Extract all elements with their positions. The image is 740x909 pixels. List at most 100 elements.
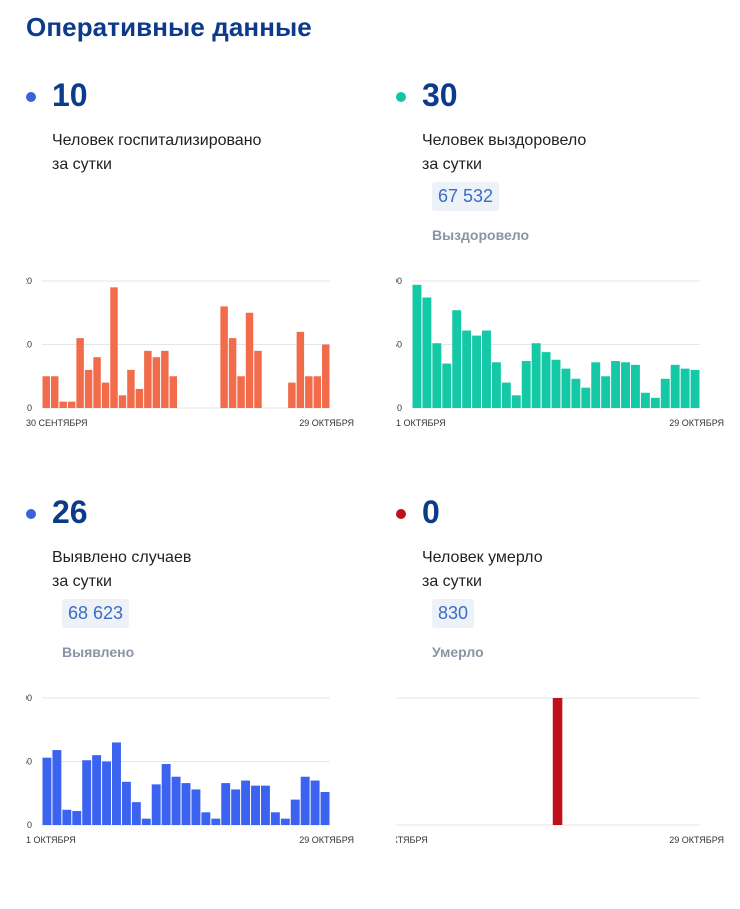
recovered-description: Человек выздоровело за сутки bbox=[422, 129, 586, 177]
bar bbox=[296, 331, 305, 408]
bar bbox=[245, 312, 254, 408]
bar bbox=[101, 382, 110, 408]
deaths-description: Человек умерло за сутки bbox=[422, 546, 543, 594]
bar bbox=[551, 359, 561, 408]
hospitalized-chart: 0 10 20 30 СЕНТЯБРЯ 29 ОКТЯБРЯ bbox=[26, 276, 354, 428]
bar bbox=[59, 401, 67, 408]
detected-card: 26 Выявлено случаев за сутки 68 623 Выяв… bbox=[26, 489, 366, 909]
deaths-card: 0 Человек умерло за сутки 830 Умерло 011… bbox=[396, 489, 736, 909]
bar bbox=[310, 780, 320, 825]
y-tick-label: 0 bbox=[27, 820, 32, 830]
bar bbox=[228, 338, 237, 408]
bar bbox=[541, 352, 551, 408]
bar bbox=[131, 802, 141, 825]
bar bbox=[591, 362, 601, 408]
bar bbox=[161, 350, 169, 408]
description-line-1: Выявлено случаев bbox=[52, 549, 192, 566]
description-line-1: Человек умерло bbox=[422, 549, 543, 566]
bar bbox=[472, 335, 482, 408]
y-tick-label: 50 bbox=[26, 757, 32, 767]
bar bbox=[581, 387, 591, 408]
bar bbox=[169, 376, 178, 408]
bar bbox=[76, 338, 84, 408]
status-dot-icon bbox=[396, 92, 406, 102]
description-line-1: Человек госпитализировано bbox=[52, 132, 262, 149]
recovered-total-label: Выздоровело bbox=[432, 227, 530, 243]
bar bbox=[211, 818, 221, 825]
bar bbox=[290, 799, 300, 825]
bar bbox=[601, 376, 611, 408]
hospitalized-card: 10 Человек госпитализировано за сутки 0 1… bbox=[26, 72, 366, 492]
y-tick-label: 0 bbox=[27, 403, 32, 413]
bar bbox=[50, 376, 59, 408]
bar bbox=[42, 376, 50, 408]
bar bbox=[561, 368, 571, 408]
bar bbox=[300, 776, 310, 825]
bar bbox=[552, 698, 563, 825]
bar bbox=[135, 388, 144, 408]
recovered-card: 30 Человек выздоровело за сутки 67 532 В… bbox=[396, 72, 736, 492]
bar bbox=[191, 789, 201, 825]
bar bbox=[92, 755, 102, 825]
deaths-total-label: Умерло bbox=[432, 644, 484, 660]
bar bbox=[288, 382, 296, 408]
bar bbox=[630, 364, 640, 408]
hospitalized-description: Человек госпитализировано за сутки bbox=[52, 129, 261, 177]
x-end-label: 29 ОКТЯБРЯ bbox=[669, 418, 724, 428]
bar bbox=[680, 368, 690, 408]
bar bbox=[237, 376, 245, 408]
bar bbox=[521, 361, 531, 408]
description-line-2: за сутки bbox=[422, 573, 482, 590]
detected-chart: 0 50 100 1 ОКТЯБРЯ 29 ОКТЯБРЯ bbox=[26, 693, 354, 845]
bar bbox=[171, 776, 181, 825]
description-line-2: за сутки bbox=[52, 573, 112, 590]
x-start-label: 1 ОКТЯБРЯ bbox=[396, 835, 428, 845]
bar bbox=[84, 369, 93, 408]
x-end-label: 29 ОКТЯБРЯ bbox=[299, 418, 354, 428]
bar bbox=[442, 363, 452, 408]
bar bbox=[640, 392, 650, 408]
y-tick-label: 20 bbox=[26, 276, 32, 286]
y-tick-label: 50 bbox=[396, 340, 402, 350]
page-title: Оперативные данные bbox=[26, 12, 312, 42]
recovered-total-badge: 67 532 bbox=[432, 182, 500, 211]
recovered-value: 30 bbox=[422, 77, 458, 113]
bar bbox=[270, 812, 280, 825]
bar bbox=[67, 401, 76, 408]
bar bbox=[501, 382, 511, 408]
bar bbox=[422, 297, 432, 408]
recovered-chart: 0 50 100 1 ОКТЯБРЯ 29 ОКТЯБРЯ bbox=[396, 276, 724, 428]
detected-description: Выявлено случаев за сутки bbox=[52, 546, 191, 594]
bar bbox=[110, 287, 118, 408]
hospitalized-value: 10 bbox=[52, 77, 88, 113]
bar bbox=[112, 742, 121, 825]
bar bbox=[72, 811, 82, 825]
bar bbox=[280, 818, 290, 825]
bar bbox=[231, 789, 241, 825]
description-line-1: Человек выздоровело bbox=[422, 132, 587, 149]
detected-value: 26 bbox=[52, 494, 88, 530]
bar bbox=[650, 397, 660, 408]
bar bbox=[320, 791, 330, 825]
bar bbox=[511, 395, 521, 408]
bar bbox=[221, 783, 231, 825]
bar bbox=[482, 330, 491, 408]
bar bbox=[690, 369, 700, 408]
x-start-label: 30 СЕНТЯБРЯ bbox=[26, 418, 88, 428]
bar bbox=[102, 761, 112, 825]
x-start-label: 1 ОКТЯБРЯ bbox=[396, 418, 446, 428]
bar bbox=[412, 284, 422, 408]
bar bbox=[93, 357, 101, 408]
bar bbox=[220, 306, 228, 408]
bar bbox=[161, 764, 171, 825]
bar bbox=[201, 812, 211, 825]
x-start-label: 1 ОКТЯБРЯ bbox=[26, 835, 76, 845]
bar bbox=[121, 781, 131, 825]
bar bbox=[127, 369, 135, 408]
bar bbox=[254, 350, 262, 408]
description-line-2: за сутки bbox=[52, 156, 112, 173]
bar bbox=[611, 361, 621, 408]
bar bbox=[62, 809, 72, 825]
status-dot-icon bbox=[26, 92, 36, 102]
bar bbox=[571, 378, 581, 408]
